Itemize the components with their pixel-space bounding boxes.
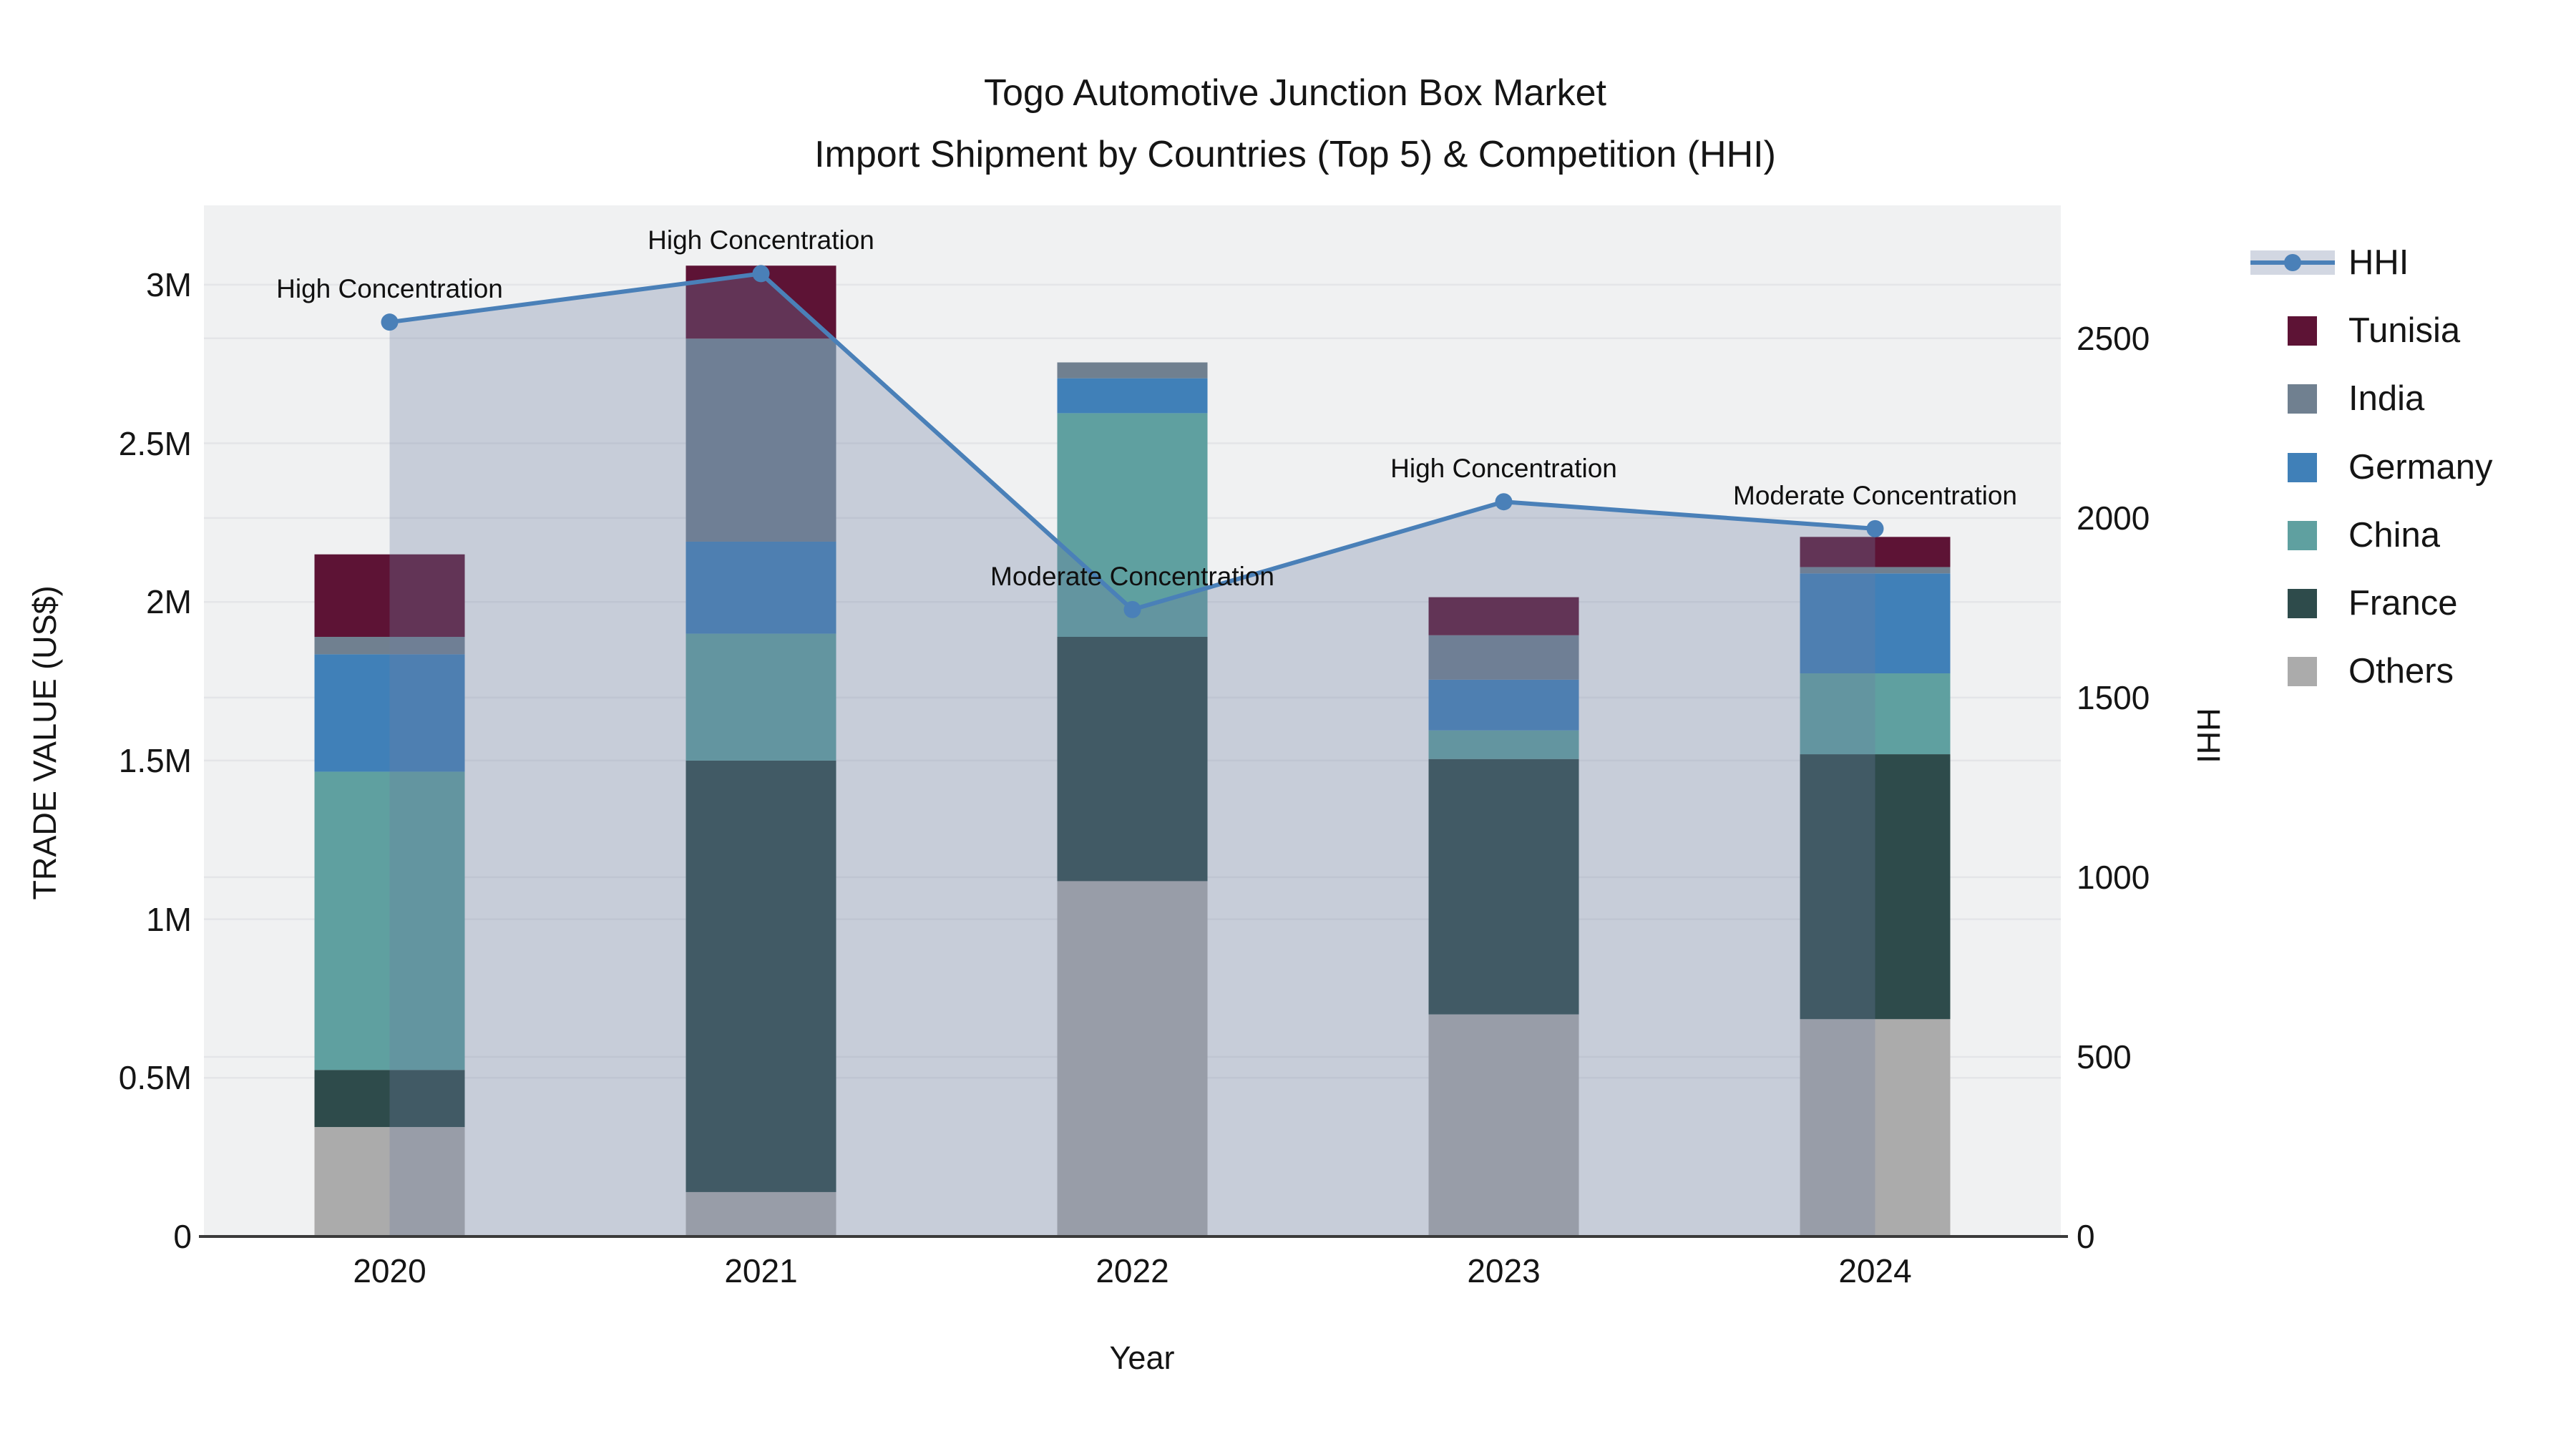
concentration-annotation: High Concentration [648,225,874,255]
y-left-tick-label: 3M [146,265,192,303]
germany-color-swatch [2288,452,2317,482]
legend-item-china: China [2250,515,2565,555]
x-tick-label: 2021 [724,1252,798,1289]
legend-item-others: Others [2250,651,2565,691]
legend-label: France [2348,584,2458,623]
legend-label: HHI [2348,243,2409,282]
legend-item-france: France [2250,583,2565,623]
y-right-tick-label: 1500 [2077,678,2150,716]
france-color-swatch [2288,589,2317,618]
concentration-annotation: High Concentration [1390,454,1617,484]
y-right-tick-label: 2500 [2077,319,2150,357]
india-color-swatch [2288,384,2317,414]
china-color-swatch [2288,520,2317,550]
legend-item-india: India [2250,379,2565,419]
tunisia-color-swatch [2288,316,2317,346]
y-left-tick-label: 2M [146,583,192,621]
y-right-tick-label: 500 [2077,1038,2132,1075]
legend-label: China [2348,515,2441,555]
y-left-tick-label: 1.5M [118,741,192,779]
concentration-annotation: Moderate Concentration [990,561,1274,591]
y-right-tick-label: 2000 [2077,499,2150,537]
x-tick-label: 2024 [1838,1252,1912,1289]
concentration-annotation: Moderate Concentration [1733,480,2017,510]
legend-item-hhi: HHI [2250,243,2565,283]
y-axis-title-right: HHI [2190,708,2227,763]
y-left-tick-label: 0 [173,1218,192,1255]
legend-label: Tunisia [2348,311,2461,351]
x-tick-label: 2020 [353,1252,426,1289]
others-color-swatch [2288,657,2317,687]
legend-item-tunisia: Tunisia [2250,311,2565,351]
chart-title-line2: Import Shipment by Countries (Top 5) & C… [814,134,1776,175]
y-right-tick-label: 1000 [2077,858,2150,896]
hhi-marker-swatch [2284,254,2301,271]
y-left-tick-label: 1M [146,900,192,938]
legend-label: Germany [2348,447,2493,487]
y-left-tick-label: 2.5M [118,424,192,462]
concentration-annotation: High Concentration [276,274,503,304]
y-left-tick-label: 0.5M [118,1059,192,1097]
x-tick-label: 2023 [1467,1252,1541,1289]
legend-item-germany: Germany [2250,447,2565,487]
x-tick-label: 2022 [1096,1252,1169,1289]
x-axis-title: Year [1109,1340,1175,1376]
chart-title-line1: Togo Automotive Junction Box Market [983,72,1606,114]
legend-label: India [2348,379,2425,419]
legend-label: Others [2348,652,2454,691]
y-right-tick-label: 0 [2077,1218,2095,1255]
